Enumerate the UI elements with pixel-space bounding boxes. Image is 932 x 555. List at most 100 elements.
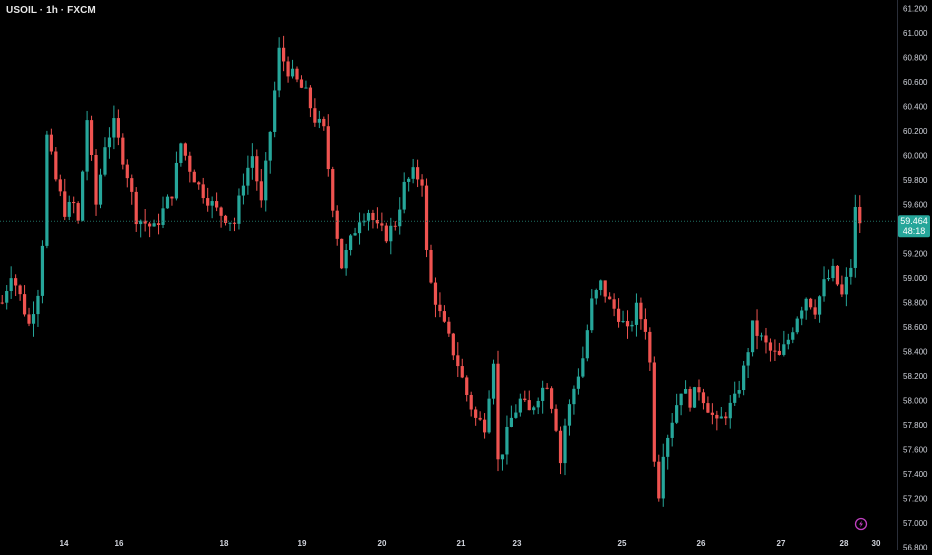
candle (844, 267, 848, 307)
price-tick-label: 60.800 (903, 54, 928, 63)
candle-body (22, 294, 27, 315)
candle (353, 227, 357, 236)
candle (599, 279, 603, 296)
candle (728, 395, 732, 429)
candle-body (54, 151, 58, 180)
candle (295, 66, 299, 83)
candle-body (643, 319, 647, 332)
candle-body (688, 389, 692, 408)
time-tick-label: 30 (872, 539, 881, 548)
candle-body (608, 296, 612, 300)
lightning-bolt-icon[interactable] (854, 517, 868, 531)
candle-body (192, 171, 196, 183)
candle-body (750, 320, 755, 353)
candle (76, 201, 80, 224)
candle (608, 292, 612, 300)
candle (630, 320, 634, 332)
candle-body (675, 405, 679, 423)
candle (420, 174, 424, 197)
candle-body (9, 278, 13, 292)
candle (500, 454, 505, 471)
candle (826, 269, 831, 282)
candle-body (250, 156, 254, 168)
candle-body (737, 390, 741, 394)
candle (491, 359, 496, 405)
time-axis[interactable]: 14 16 18 19 20 21 23 25 26 27 28 30 (60, 539, 881, 548)
candle (692, 386, 697, 408)
time-tick-label: 28 (840, 539, 849, 548)
candle-body (438, 304, 442, 312)
candle (496, 350, 500, 472)
candle-body (831, 265, 835, 279)
candle-body (679, 393, 683, 406)
candle (791, 327, 795, 344)
price-tick-label: 58.000 (903, 397, 928, 406)
candle (809, 297, 813, 310)
candle (98, 168, 103, 209)
candle-body (523, 398, 527, 401)
candle (706, 396, 710, 414)
candle-body (782, 344, 786, 355)
candle-body (134, 191, 138, 225)
candle (549, 386, 554, 414)
symbol-title: USOIL · 1h · FXCM (6, 5, 96, 16)
price-tick-label: 57.000 (903, 519, 928, 528)
candle-body (456, 355, 460, 367)
candle-body (398, 209, 402, 227)
candle-body (286, 61, 290, 77)
candle-body (840, 284, 844, 295)
candle-body (27, 314, 31, 324)
candle (290, 59, 295, 79)
candle (31, 301, 36, 337)
candle-body (348, 235, 353, 251)
candle-body (188, 155, 192, 172)
candle-body (215, 201, 219, 208)
candle (424, 178, 429, 258)
candle-body (746, 352, 750, 366)
candle-body (505, 426, 509, 455)
current-price-tag: 59.464 48:18 (898, 215, 930, 238)
time-tick-label: 14 (60, 539, 69, 548)
candle-body (183, 143, 187, 156)
candle-body (742, 365, 746, 391)
candle-body (554, 408, 558, 431)
candle-body (715, 414, 719, 419)
candle (831, 258, 835, 282)
candle (36, 289, 40, 327)
candle-body (232, 222, 237, 224)
candle-body (532, 407, 536, 411)
candle (585, 324, 589, 362)
candle (532, 405, 536, 415)
candle (616, 298, 621, 328)
candle-body (442, 311, 447, 322)
candle (563, 418, 567, 476)
candle-body (804, 298, 808, 311)
candle-body (683, 389, 688, 394)
candle-body (755, 320, 759, 336)
candle-body (335, 210, 339, 239)
candle (460, 358, 464, 379)
candle-body (161, 208, 165, 225)
candle-body (290, 68, 295, 77)
candle (9, 266, 13, 299)
candle (67, 195, 71, 221)
candle-body (594, 290, 598, 299)
candle-body (389, 225, 393, 242)
candle-body (849, 267, 853, 277)
candle-body (277, 47, 281, 91)
candle-body (634, 302, 639, 325)
time-tick-label: 19 (298, 539, 307, 548)
candle-body (460, 366, 464, 378)
candle (45, 130, 49, 249)
candle (40, 240, 45, 304)
candle-body (125, 164, 129, 179)
candle (849, 259, 853, 285)
candle-body (331, 169, 335, 211)
candle (335, 205, 339, 246)
candle (438, 292, 442, 318)
price-axis[interactable]: 61.200 61.000 60.800 60.600 60.400 60.200 60.0… (903, 5, 928, 553)
candle-body (362, 220, 366, 223)
